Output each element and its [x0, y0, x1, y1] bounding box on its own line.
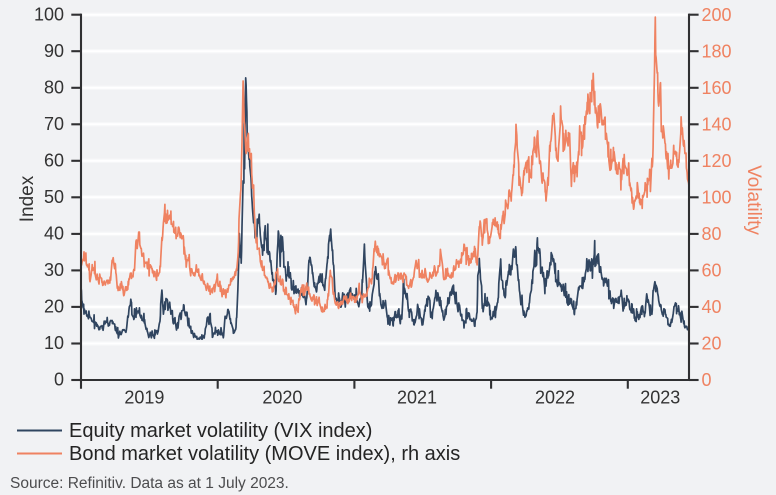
svg-text:200: 200 — [702, 5, 732, 25]
svg-text:2019: 2019 — [124, 388, 164, 408]
svg-text:160: 160 — [702, 78, 732, 98]
svg-text:40: 40 — [702, 297, 722, 317]
svg-text:70: 70 — [44, 114, 64, 134]
svg-text:90: 90 — [44, 41, 64, 61]
svg-text:0: 0 — [54, 370, 64, 390]
svg-text:10: 10 — [44, 333, 64, 353]
svg-text:2022: 2022 — [535, 388, 575, 408]
svg-text:50: 50 — [44, 187, 64, 207]
svg-text:Volatility: Volatility — [743, 165, 764, 235]
svg-text:2021: 2021 — [397, 388, 437, 408]
svg-text:60: 60 — [44, 151, 64, 171]
svg-text:2020: 2020 — [262, 388, 302, 408]
svg-text:20: 20 — [44, 297, 64, 317]
svg-text:100: 100 — [702, 187, 732, 207]
svg-text:100: 100 — [34, 4, 64, 24]
svg-text:Index: Index — [17, 175, 38, 222]
svg-text:180: 180 — [702, 41, 732, 61]
svg-text:Source: Refinitiv. Data as at: Source: Refinitiv. Data as at 1 July 202… — [10, 475, 289, 492]
svg-text:60: 60 — [702, 261, 722, 281]
svg-text:0: 0 — [702, 370, 712, 390]
svg-text:Equity market volatility (VIX: Equity market volatility (VIX index) — [69, 420, 372, 442]
svg-text:Bond market volatility (MOVE i: Bond market volatility (MOVE index), rh … — [69, 443, 460, 465]
svg-text:2023: 2023 — [640, 388, 680, 408]
svg-text:80: 80 — [702, 224, 722, 244]
svg-text:80: 80 — [44, 78, 64, 98]
svg-text:30: 30 — [44, 260, 64, 280]
svg-text:40: 40 — [44, 224, 64, 244]
svg-text:20: 20 — [702, 334, 722, 354]
svg-text:120: 120 — [702, 151, 732, 171]
svg-text:140: 140 — [702, 114, 732, 134]
